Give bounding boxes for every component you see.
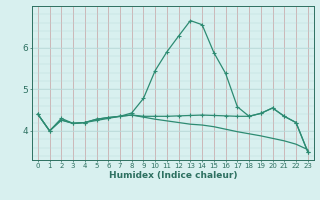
X-axis label: Humidex (Indice chaleur): Humidex (Indice chaleur)	[108, 171, 237, 180]
